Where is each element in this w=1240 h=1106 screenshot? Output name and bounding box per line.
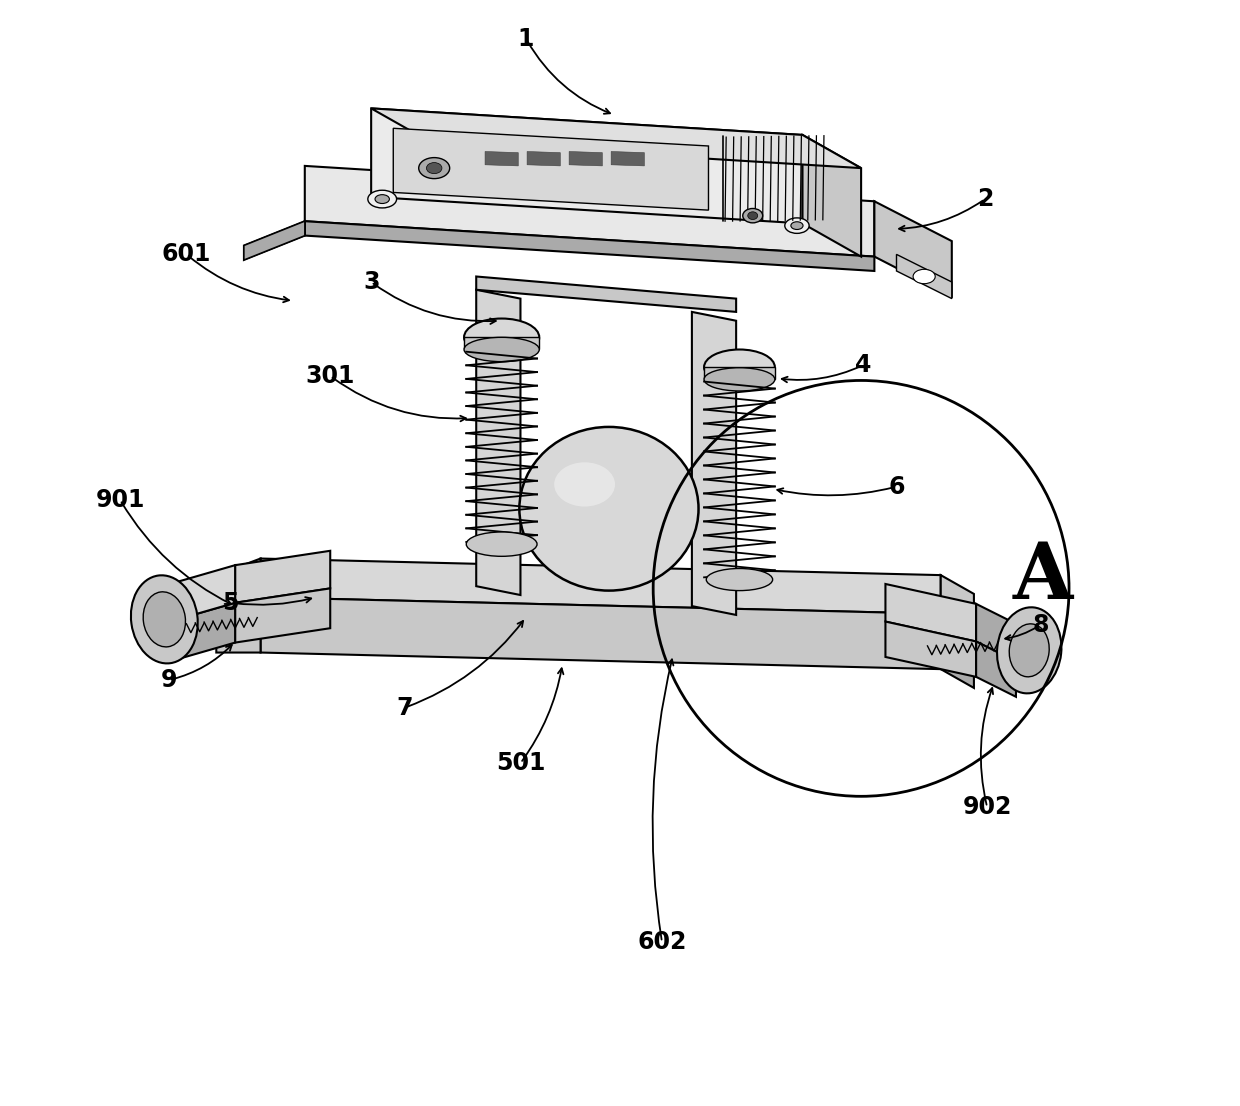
Ellipse shape <box>707 568 773 591</box>
Polygon shape <box>464 337 539 349</box>
Polygon shape <box>885 584 976 641</box>
Ellipse shape <box>997 607 1061 693</box>
Polygon shape <box>305 166 874 257</box>
Polygon shape <box>177 603 236 659</box>
Polygon shape <box>244 221 305 260</box>
Text: 501: 501 <box>496 751 546 775</box>
Polygon shape <box>393 128 708 210</box>
Ellipse shape <box>520 427 698 591</box>
Polygon shape <box>941 575 973 633</box>
Ellipse shape <box>554 462 615 507</box>
Ellipse shape <box>419 158 450 179</box>
Text: 9: 9 <box>160 668 177 692</box>
Polygon shape <box>527 152 560 166</box>
Ellipse shape <box>368 190 397 208</box>
Polygon shape <box>976 641 1016 697</box>
Text: 6: 6 <box>888 474 905 499</box>
Polygon shape <box>802 135 861 257</box>
Text: 602: 602 <box>637 930 687 954</box>
Polygon shape <box>244 221 305 260</box>
Text: 5: 5 <box>222 591 239 615</box>
Text: 7: 7 <box>396 696 413 720</box>
Ellipse shape <box>704 367 775 392</box>
Text: 301: 301 <box>305 364 355 388</box>
Ellipse shape <box>427 163 441 174</box>
Ellipse shape <box>1009 624 1049 677</box>
Polygon shape <box>371 108 802 223</box>
Ellipse shape <box>374 195 389 204</box>
Polygon shape <box>569 152 603 166</box>
Polygon shape <box>216 559 260 614</box>
Text: A: A <box>1012 540 1073 615</box>
Polygon shape <box>704 367 775 379</box>
Polygon shape <box>305 221 874 271</box>
Polygon shape <box>976 604 1016 661</box>
Polygon shape <box>874 201 952 296</box>
Text: 902: 902 <box>962 795 1012 820</box>
Text: 8: 8 <box>1032 613 1049 637</box>
Ellipse shape <box>464 337 539 362</box>
Polygon shape <box>260 559 941 614</box>
Ellipse shape <box>785 218 810 233</box>
Ellipse shape <box>466 532 537 556</box>
Polygon shape <box>236 551 330 603</box>
Ellipse shape <box>791 221 804 229</box>
Polygon shape <box>476 290 521 595</box>
Ellipse shape <box>748 212 758 220</box>
Polygon shape <box>476 276 737 312</box>
Text: 601: 601 <box>161 242 211 267</box>
Polygon shape <box>177 565 236 619</box>
Polygon shape <box>371 108 861 168</box>
Polygon shape <box>236 588 330 643</box>
Ellipse shape <box>143 592 186 647</box>
Polygon shape <box>216 597 260 653</box>
Polygon shape <box>885 622 976 677</box>
Ellipse shape <box>464 319 539 356</box>
Polygon shape <box>611 152 645 166</box>
Polygon shape <box>260 597 941 669</box>
Text: 4: 4 <box>856 353 872 377</box>
Ellipse shape <box>913 270 935 283</box>
Ellipse shape <box>743 208 763 223</box>
Text: 1: 1 <box>518 27 534 51</box>
Polygon shape <box>941 614 973 688</box>
Ellipse shape <box>704 349 775 385</box>
Text: 2: 2 <box>977 187 993 211</box>
Text: 3: 3 <box>363 270 379 294</box>
Text: 901: 901 <box>95 488 145 512</box>
Ellipse shape <box>131 575 197 664</box>
Polygon shape <box>692 312 737 615</box>
Polygon shape <box>485 152 518 166</box>
Polygon shape <box>897 254 952 299</box>
